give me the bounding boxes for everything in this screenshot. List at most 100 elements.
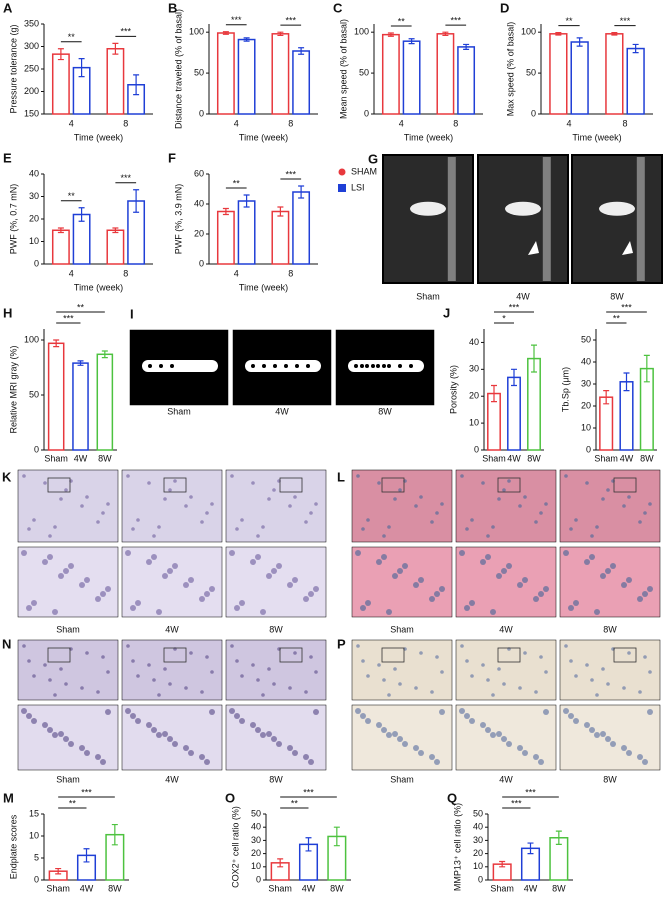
image-detail bbox=[584, 559, 590, 565]
y-tick-label: 40 bbox=[469, 337, 479, 347]
y-axis-label: Tb.Sp (μm) bbox=[560, 367, 570, 412]
image-detail bbox=[276, 563, 282, 569]
image-detail bbox=[496, 573, 502, 579]
y-axis-label: Max speed (% of basal) bbox=[505, 22, 515, 117]
image-detail bbox=[501, 568, 507, 574]
error-bar bbox=[133, 74, 140, 96]
image-detail bbox=[469, 718, 475, 724]
image-detail bbox=[261, 693, 265, 697]
image-detail bbox=[387, 525, 391, 529]
image-detail bbox=[387, 693, 391, 697]
image-detail bbox=[251, 364, 255, 368]
y-tick-label: 50 bbox=[29, 389, 39, 399]
image bbox=[477, 154, 569, 284]
image-detail bbox=[27, 527, 31, 531]
image-detail bbox=[152, 678, 156, 682]
image-label: Sham bbox=[416, 291, 440, 301]
error-bar bbox=[408, 38, 415, 45]
image-detail bbox=[106, 502, 110, 506]
x-tick-label: Sham bbox=[490, 883, 514, 893]
image-detail bbox=[376, 559, 382, 565]
image-detail bbox=[594, 732, 600, 738]
image-detail bbox=[21, 708, 27, 714]
x-tick-label: Sham bbox=[46, 883, 70, 893]
image-detail bbox=[414, 686, 418, 690]
image-detail bbox=[189, 495, 193, 499]
image-detail bbox=[517, 745, 523, 751]
y-tick-label: 40 bbox=[473, 822, 483, 832]
image-detail bbox=[564, 474, 568, 478]
error-bar bbox=[463, 43, 470, 50]
error-bar bbox=[78, 58, 85, 78]
y-tick-label: 0 bbox=[34, 444, 39, 454]
x-tick-label: 8 bbox=[123, 268, 128, 278]
error-bar bbox=[78, 207, 85, 222]
image-detail bbox=[84, 577, 90, 583]
image-detail bbox=[130, 605, 136, 611]
image-detail bbox=[309, 511, 313, 515]
zoom-box bbox=[381, 477, 405, 493]
image-detail bbox=[159, 364, 163, 368]
image-detail bbox=[313, 709, 319, 715]
image-detail bbox=[534, 690, 538, 694]
panel-letter: B bbox=[168, 0, 177, 15]
x-tick-label: Sham bbox=[268, 883, 292, 893]
image-detail bbox=[544, 670, 548, 674]
panel-letter: D bbox=[500, 0, 509, 15]
image-detail bbox=[188, 577, 194, 583]
error-bar bbox=[305, 837, 312, 852]
image bbox=[455, 546, 557, 618]
image-detail bbox=[105, 709, 111, 715]
significance-label: *** bbox=[621, 302, 632, 312]
image-detail bbox=[465, 527, 469, 531]
image-detail bbox=[184, 504, 188, 508]
image-detail bbox=[189, 651, 193, 655]
image-detail bbox=[538, 759, 544, 765]
panel-letter: L bbox=[337, 469, 345, 484]
image-detail bbox=[306, 364, 310, 368]
significance-label: *** bbox=[120, 173, 131, 183]
image-detail bbox=[381, 554, 387, 560]
bar bbox=[72, 213, 91, 265]
image bbox=[559, 639, 661, 701]
image-detail bbox=[621, 745, 627, 751]
error-bar bbox=[499, 860, 506, 868]
image-detail bbox=[398, 682, 402, 686]
image-detail bbox=[429, 754, 435, 760]
image-detail bbox=[272, 488, 276, 492]
error-bar bbox=[53, 339, 60, 348]
image-detail bbox=[434, 759, 440, 765]
image-detail bbox=[95, 596, 101, 602]
x-axis-label: Time (week) bbox=[239, 282, 288, 292]
bar bbox=[237, 200, 256, 265]
x-tick-label: 4 bbox=[399, 118, 404, 128]
image-detail bbox=[287, 745, 293, 751]
image-detail bbox=[480, 559, 486, 565]
image-detail bbox=[590, 534, 594, 538]
y-tick-label: 100 bbox=[521, 27, 536, 37]
significance-label: ** bbox=[68, 32, 76, 42]
bar bbox=[507, 376, 521, 451]
error-bar bbox=[112, 42, 119, 55]
image-detail bbox=[204, 759, 210, 765]
image-detail bbox=[100, 591, 106, 597]
x-tick-label: Sham bbox=[44, 453, 68, 463]
image-detail bbox=[147, 663, 151, 667]
image-detail bbox=[638, 520, 642, 524]
image-detail bbox=[491, 525, 495, 529]
y-tick-label: 20 bbox=[469, 391, 479, 401]
error-bar bbox=[133, 189, 140, 213]
image-label: 8W bbox=[603, 624, 617, 634]
panel-letter: N bbox=[2, 636, 11, 651]
image bbox=[225, 546, 327, 618]
image-detail bbox=[544, 502, 548, 506]
image-label: 4W bbox=[165, 774, 179, 784]
bar bbox=[402, 40, 421, 115]
y-tick-label: 20 bbox=[581, 400, 591, 410]
error-bar bbox=[57, 227, 64, 234]
image-detail bbox=[308, 591, 314, 597]
image-detail bbox=[459, 708, 465, 714]
image-detail bbox=[151, 554, 157, 560]
image-detail bbox=[272, 682, 276, 686]
